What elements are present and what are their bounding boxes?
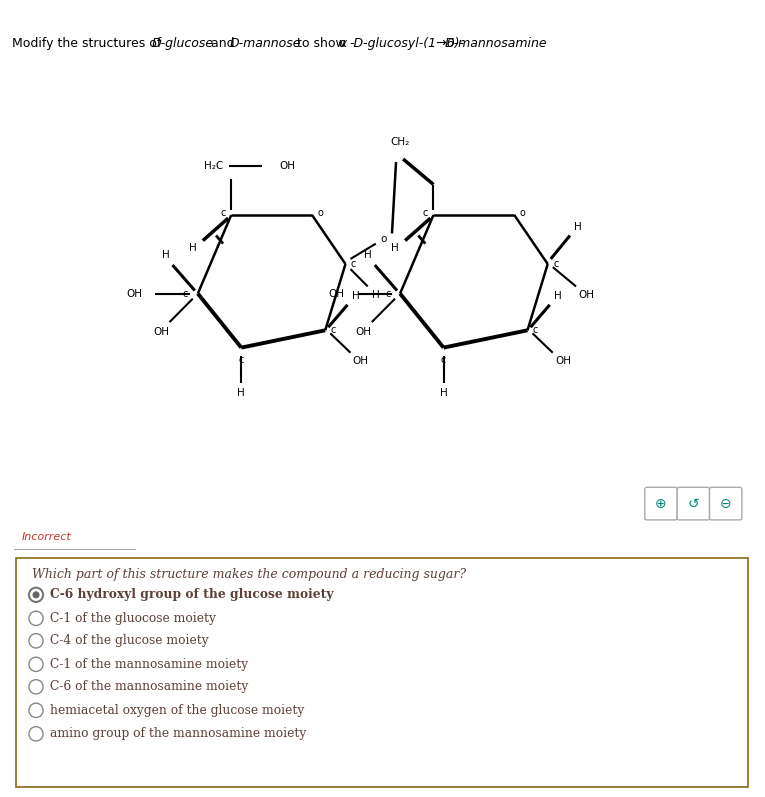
Text: Modify the structures of: Modify the structures of <box>12 37 165 50</box>
Text: o: o <box>381 234 387 244</box>
Text: OH: OH <box>353 356 369 366</box>
Text: H: H <box>440 388 448 398</box>
Text: hemiacetal oxygen of the glucose moiety: hemiacetal oxygen of the glucose moiety <box>50 704 304 717</box>
Text: amino group of the mannosamine moiety: amino group of the mannosamine moiety <box>50 728 307 740</box>
Text: D-glucose: D-glucose <box>152 37 214 50</box>
Text: H₂C: H₂C <box>203 161 223 171</box>
Text: c: c <box>330 325 336 336</box>
Text: H: H <box>237 388 245 398</box>
Text: to show: to show <box>293 37 350 50</box>
Text: OH: OH <box>356 328 372 337</box>
Text: OH: OH <box>328 289 344 299</box>
FancyBboxPatch shape <box>677 487 709 520</box>
Text: Which part of this structure makes the compound a reducing sugar?: Which part of this structure makes the c… <box>32 567 466 581</box>
Text: C-4 of the glucose moiety: C-4 of the glucose moiety <box>50 634 209 647</box>
FancyBboxPatch shape <box>16 558 748 787</box>
Text: OH: OH <box>154 328 169 337</box>
Text: and: and <box>207 37 239 50</box>
Text: OH: OH <box>555 356 571 366</box>
Text: c: c <box>183 289 188 299</box>
Text: ⊖: ⊖ <box>720 497 731 511</box>
Text: H: H <box>189 243 197 253</box>
Text: o: o <box>519 208 526 218</box>
Text: H: H <box>161 249 169 260</box>
Text: α: α <box>339 37 347 50</box>
Text: OH: OH <box>126 289 142 299</box>
Text: ⊕: ⊕ <box>655 497 667 511</box>
Text: OH: OH <box>280 161 296 171</box>
Text: C-6 of the mannosamine moiety: C-6 of the mannosamine moiety <box>50 681 249 693</box>
Text: C-6 hydroxyl group of the glucose moiety: C-6 hydroxyl group of the glucose moiety <box>50 588 334 601</box>
Text: OH: OH <box>578 289 594 300</box>
Text: c: c <box>553 259 558 269</box>
Text: c: c <box>239 355 244 365</box>
Text: H: H <box>391 243 399 253</box>
Text: C-1 of the gluocose moiety: C-1 of the gluocose moiety <box>50 612 216 625</box>
Text: H: H <box>364 249 372 260</box>
Text: c: c <box>386 289 391 299</box>
Text: -D-glucosyl-(1→6)-: -D-glucosyl-(1→6)- <box>349 37 464 50</box>
Text: o: o <box>317 208 323 218</box>
Text: H: H <box>575 222 582 233</box>
Text: c: c <box>220 208 226 218</box>
Text: H: H <box>554 291 562 300</box>
Text: C-1 of the mannosamine moiety: C-1 of the mannosamine moiety <box>50 658 249 671</box>
Text: D-mannose: D-mannose <box>230 37 301 50</box>
Text: H: H <box>352 291 360 300</box>
Text: .: . <box>535 37 539 50</box>
Text: c: c <box>533 325 539 336</box>
FancyBboxPatch shape <box>709 487 742 520</box>
Text: c: c <box>351 259 356 269</box>
Text: CH₂: CH₂ <box>390 137 410 147</box>
Text: c: c <box>441 355 446 365</box>
Text: c: c <box>423 208 428 218</box>
Circle shape <box>32 591 40 599</box>
Text: H: H <box>372 289 379 300</box>
Text: Incorrect: Incorrect <box>22 532 72 543</box>
FancyBboxPatch shape <box>645 487 677 520</box>
Text: ↺: ↺ <box>688 497 699 511</box>
Text: D-mannosamine: D-mannosamine <box>445 37 548 50</box>
